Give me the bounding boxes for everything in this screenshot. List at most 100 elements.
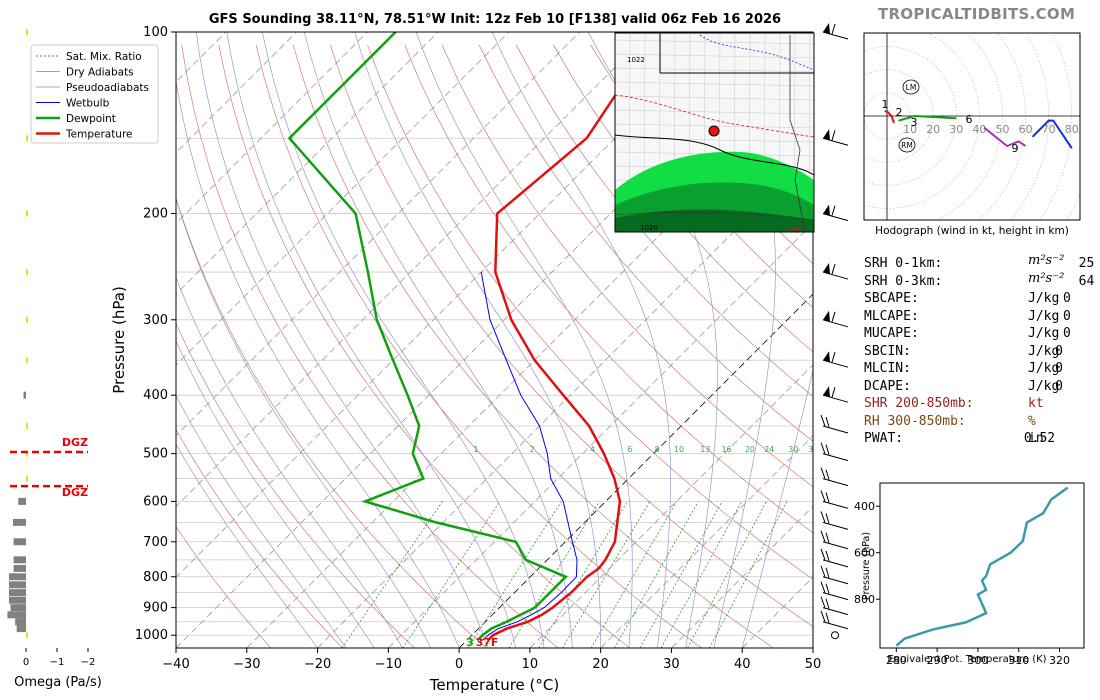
stat-row: MUCAPE: 0 J/kg (864, 326, 1071, 341)
barb-staff (822, 607, 849, 616)
barb-feather (831, 311, 836, 322)
stat-label: PWAT: (864, 431, 904, 446)
y-axis-title: Pressure (hPa) (110, 286, 128, 394)
omega-bar (23, 391, 26, 399)
omega-bar (26, 475, 28, 482)
legend-box (30, 44, 159, 144)
wind-barb (820, 596, 849, 616)
hodo-trace (884, 110, 895, 124)
surface-temperature-label: 37F (476, 636, 499, 649)
stat-label: RH 300-850mb: (864, 413, 966, 429)
omega-bar (18, 497, 26, 505)
stat-row: SRH 0-3km: 64 m²s⁻² (864, 271, 1094, 289)
precip-heavy (615, 209, 814, 232)
barb-staff (822, 621, 849, 630)
omega-bar (15, 618, 26, 626)
mixing-ratio-line (341, 501, 443, 648)
legend-label: Temperature (65, 129, 133, 141)
omega-bar (26, 357, 28, 364)
barb-feather (820, 511, 826, 523)
omega-bar (13, 564, 26, 572)
legend-label: Pseudoadiabats (66, 82, 149, 94)
barb-feather (831, 205, 836, 216)
barb-feather (820, 414, 826, 427)
isotherm (176, 32, 510, 366)
stat-value: 0 (1055, 343, 1063, 359)
omega-bar (8, 581, 26, 589)
barb-flag (823, 23, 830, 34)
barb-feather (831, 23, 836, 35)
x-tick-label: −20 (304, 657, 331, 672)
omega-bar (26, 269, 28, 276)
wind-barb (820, 565, 849, 585)
county-line (615, 95, 814, 101)
stat-unit: % (1028, 413, 1036, 429)
stat-row: RH 300-850mb:34% (864, 413, 1036, 429)
dewpoint-line (287, 32, 568, 642)
barb-feather (831, 387, 836, 398)
theta-y-tick-label: 600 (854, 547, 875, 560)
mixing-ratio-label: 13 (700, 445, 710, 454)
barb-feather (825, 583, 830, 594)
isotherm (176, 32, 651, 508)
theta-x-axis-title: Equivalent Pot. Temperature (K) (887, 654, 1046, 665)
barb-feather (831, 263, 836, 275)
barb-staff (822, 541, 849, 550)
isotherm (671, 505, 813, 648)
map-isobar-label: 1020 (640, 224, 658, 232)
storm-motion-marker (898, 137, 916, 153)
omega-bar (26, 210, 28, 217)
skewt-plot-area: 1 2 4 6 8 10 13 16 20 24 30 36 (176, 32, 818, 648)
stat-unit: J/kg (1028, 378, 1060, 394)
theta-e-frame (879, 482, 1085, 649)
dry-adiabat (478, 44, 813, 442)
hodo-caption: Hodograph (wind in kt, height in km) (875, 225, 1069, 237)
x-tick-label: −40 (162, 657, 189, 672)
isotherm (529, 364, 813, 648)
hodo-frame (863, 32, 1081, 221)
omega-bar (7, 611, 27, 619)
mixing-ratio-label: 30 (788, 445, 798, 454)
zero-isotherm (458, 293, 813, 648)
wind-barb (820, 548, 849, 568)
dry-adiabat (441, 44, 813, 488)
hodo-ring-label: 70 (1042, 123, 1056, 136)
chart-title: GFS Sounding 38.11°N, 78.51°W Init: 12z … (209, 12, 781, 27)
omega-bar (13, 538, 26, 546)
theta-y-axis-title: Pressure (hPa) (861, 532, 872, 600)
stat-unit: m²s⁻² (1028, 270, 1065, 286)
surface-dewpoint-label: 3 (466, 636, 474, 649)
moist-adiabat (304, 32, 573, 648)
isotherm (246, 81, 813, 648)
x-tick-label: 40 (734, 657, 751, 672)
barb-feather (825, 550, 830, 561)
barb-staff (822, 453, 849, 462)
omega-bar (8, 596, 26, 604)
moist-adiabat (707, 32, 776, 648)
x-tick-label: −10 (375, 657, 402, 672)
wind-barb (820, 530, 849, 550)
barb-feather (825, 532, 830, 543)
mixing-ratio-line (402, 501, 501, 648)
coastline (789, 35, 806, 232)
dry-adiabat (367, 44, 813, 580)
moist-adiabat (587, 32, 718, 648)
barb-feather (820, 565, 826, 577)
map-isobar-label: 1022 (627, 56, 645, 64)
moist-adiabat (176, 340, 375, 648)
stat-unit: J/kg (1028, 361, 1060, 376)
omega-bar (26, 450, 28, 457)
y-tick-label: 500 (143, 447, 168, 462)
stat-label: MLCAPE: (864, 308, 919, 324)
mixing-ratio-label: 36 (808, 445, 818, 454)
wetbulb-line (480, 271, 578, 641)
stat-unit: kt (1028, 396, 1044, 411)
wind-barb (820, 442, 849, 462)
isotherm (176, 32, 580, 437)
omega-tick-label: −2 (81, 657, 96, 668)
stat-row: SBCAPE: 0 J/kg (864, 291, 1071, 306)
mixing-ratio-label: 2 (530, 445, 535, 454)
barb-feather (825, 469, 830, 480)
y-tick-label: 200 (143, 207, 168, 222)
